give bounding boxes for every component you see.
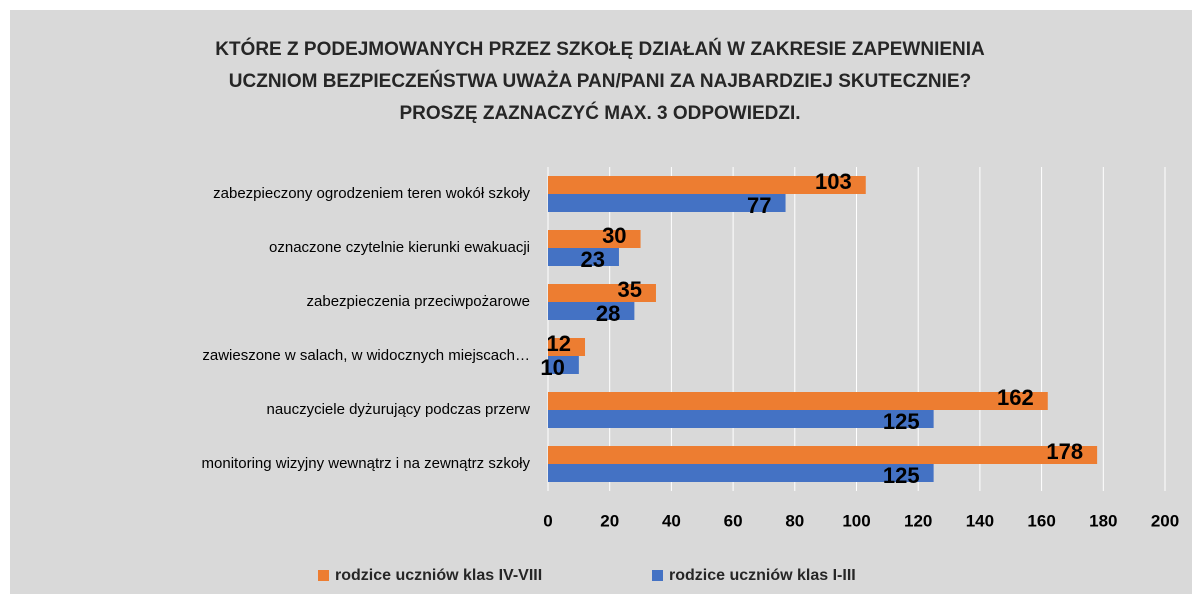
value-label: 178 bbox=[1046, 439, 1083, 464]
value-label: 125 bbox=[883, 463, 920, 488]
bar bbox=[548, 248, 619, 266]
value-label: 30 bbox=[602, 223, 626, 248]
bar bbox=[548, 356, 579, 374]
x-tick-label: 80 bbox=[785, 511, 804, 530]
bar bbox=[548, 302, 635, 320]
bar bbox=[548, 230, 641, 248]
y-tick-label: zabezpieczony ogrodzeniem teren wokół sz… bbox=[213, 185, 530, 202]
legend-swatch bbox=[318, 570, 329, 581]
chart-title: UCZNIOM BEZPIECZEŃSTWA UWAŻA PAN/PANI ZA… bbox=[229, 70, 971, 92]
value-label: 12 bbox=[547, 331, 571, 356]
bar bbox=[548, 338, 586, 356]
y-tick-label: zawieszone w salach, w widocznych miejsc… bbox=[202, 347, 530, 364]
bar bbox=[548, 284, 656, 302]
y-tick-label: nauczyciele dyżurujący podczas przerw bbox=[267, 401, 531, 418]
value-label: 125 bbox=[883, 409, 920, 434]
legend-label: rodzice uczniów klas I-III bbox=[669, 567, 856, 584]
x-tick-label: 100 bbox=[842, 511, 870, 530]
value-label: 35 bbox=[617, 277, 641, 302]
x-tick-label: 0 bbox=[543, 511, 552, 530]
value-label: 162 bbox=[997, 385, 1034, 410]
legend-swatch bbox=[652, 570, 663, 581]
bar bbox=[548, 194, 786, 212]
value-label: 10 bbox=[540, 355, 564, 380]
chart-title: PROSZĘ ZAZNACZYĆ MAX. 3 ODPOWIEDZI. bbox=[399, 102, 800, 124]
bar bbox=[548, 464, 934, 482]
value-label: 103 bbox=[815, 169, 852, 194]
x-tick-label: 40 bbox=[662, 511, 681, 530]
bar bbox=[548, 446, 1098, 464]
y-tick-label: zabezpieczenia przeciwpożarowe bbox=[307, 293, 530, 310]
x-tick-label: 160 bbox=[1027, 511, 1055, 530]
value-label: 28 bbox=[596, 301, 620, 326]
x-tick-label: 20 bbox=[600, 511, 619, 530]
y-tick-label: monitoring wizyjny wewnątrz i na zewnątr… bbox=[202, 455, 531, 472]
bar bbox=[548, 392, 1048, 410]
chart-title: KTÓRE Z PODEJMOWANYCH PRZEZ SZKOŁĘ DZIAŁ… bbox=[215, 38, 985, 60]
x-tick-label: 60 bbox=[724, 511, 743, 530]
value-label: 23 bbox=[580, 247, 604, 272]
x-tick-label: 180 bbox=[1089, 511, 1117, 530]
x-tick-label: 200 bbox=[1151, 511, 1179, 530]
bar bbox=[548, 410, 934, 428]
value-label: 77 bbox=[747, 193, 771, 218]
x-tick-label: 140 bbox=[966, 511, 994, 530]
legend-label: rodzice uczniów klas IV-VIII bbox=[335, 567, 542, 584]
y-tick-label: oznaczone czytelnie kierunki ewakuacji bbox=[269, 239, 530, 256]
x-tick-label: 120 bbox=[904, 511, 932, 530]
bar bbox=[548, 176, 866, 194]
